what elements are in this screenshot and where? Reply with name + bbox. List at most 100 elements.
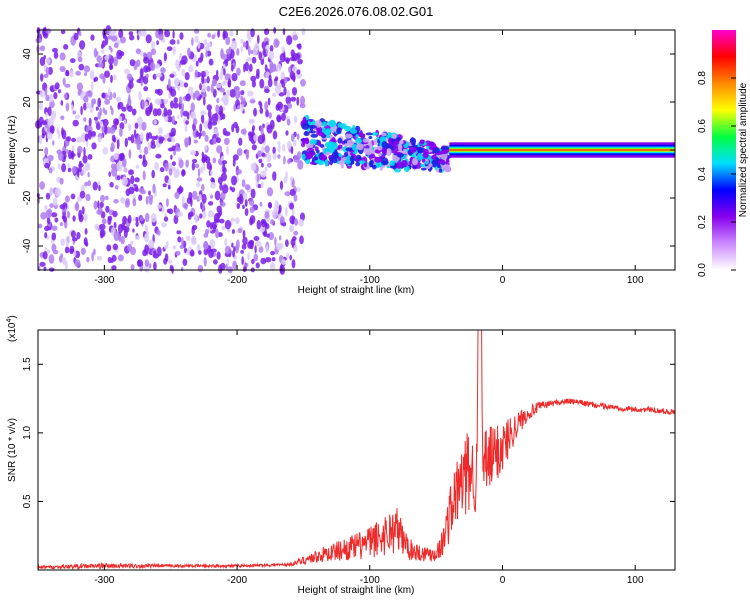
heatmap-cell bbox=[89, 70, 95, 80]
heatmap-cell bbox=[71, 237, 78, 242]
heatmap-cell bbox=[193, 139, 199, 144]
heatmap-cell bbox=[140, 132, 144, 142]
heatmap-cell bbox=[60, 29, 66, 35]
heatmap-cell bbox=[208, 201, 214, 206]
heatmap-cell bbox=[189, 250, 195, 257]
heatmap-cell bbox=[97, 136, 102, 143]
heatmap-cell bbox=[203, 256, 207, 267]
heatmap-cell bbox=[291, 178, 295, 188]
heatmap-cell bbox=[343, 143, 349, 148]
heatmap-cell bbox=[264, 166, 268, 172]
heatmap-cell bbox=[268, 112, 272, 119]
heatmap-cell bbox=[187, 213, 192, 220]
heatmap-cell bbox=[352, 124, 356, 130]
heatmap-cell bbox=[433, 147, 440, 154]
heatmap-cell bbox=[47, 154, 54, 162]
heatmap-cell bbox=[392, 155, 400, 162]
heatmap-cell bbox=[78, 63, 85, 71]
heatmap-cell bbox=[324, 141, 333, 148]
heatmap-cell bbox=[206, 220, 211, 228]
heatmap-cell bbox=[64, 195, 70, 203]
heatmap-cell bbox=[175, 59, 180, 69]
heatmap-cell bbox=[237, 91, 241, 98]
heatmap-cell bbox=[199, 83, 202, 91]
heatmap-cell bbox=[91, 142, 97, 150]
heatmap-cell bbox=[328, 156, 334, 162]
heatmap-cell bbox=[220, 191, 226, 201]
heatmap-cell bbox=[241, 179, 246, 188]
heatmap-cell bbox=[237, 105, 241, 110]
heatmap-cell bbox=[44, 87, 48, 96]
heatmap-cell bbox=[45, 94, 50, 102]
heatmap-cell bbox=[185, 235, 191, 241]
heatmap-cell bbox=[283, 76, 288, 84]
heatmap-cell bbox=[41, 133, 45, 139]
heatmap-cell bbox=[253, 107, 257, 117]
heatmap-cell bbox=[54, 187, 62, 197]
heatmap-cell bbox=[365, 132, 373, 136]
heatmap-cell bbox=[206, 50, 212, 57]
heatmap-cell bbox=[240, 103, 244, 113]
heatmap-cell bbox=[190, 102, 195, 112]
heatmap-cell bbox=[128, 31, 134, 36]
heatmap-cell bbox=[412, 140, 416, 147]
heatmap-cell bbox=[166, 109, 173, 117]
heatmap-cell bbox=[224, 97, 229, 105]
heatmap-cell bbox=[78, 31, 82, 37]
snr-xtick-label: 100 bbox=[627, 575, 644, 586]
heatmap-cell bbox=[250, 188, 256, 199]
heatmap-cell bbox=[132, 198, 137, 207]
heatmap-cell bbox=[123, 167, 128, 173]
heatmap-cell bbox=[160, 67, 166, 74]
heatmap-cell bbox=[201, 184, 205, 192]
heatmap-cell bbox=[164, 162, 169, 172]
heatmap-cell bbox=[253, 236, 260, 241]
heatmap-cell bbox=[221, 53, 228, 60]
heatmap-cell bbox=[51, 243, 57, 252]
heatmap-cell bbox=[44, 204, 48, 211]
heatmap-cell bbox=[324, 158, 329, 167]
heatmap-cell bbox=[113, 74, 117, 81]
heatmap-cell bbox=[149, 102, 153, 113]
spec-ytick-label: -40 bbox=[22, 238, 33, 253]
heatmap-cell bbox=[134, 122, 139, 129]
heatmap-cell bbox=[166, 198, 169, 208]
heatmap-cell bbox=[198, 250, 202, 255]
heatmap-cell bbox=[199, 123, 203, 133]
heatmap-cell bbox=[191, 37, 194, 46]
heatmap-cell bbox=[83, 102, 87, 111]
heatmap-cell bbox=[380, 157, 389, 166]
heatmap-cell bbox=[198, 194, 202, 201]
heatmap-cell bbox=[343, 152, 349, 157]
heatmap-cell bbox=[286, 35, 293, 46]
heatmap-cell bbox=[182, 258, 188, 266]
heatmap-cell bbox=[184, 122, 188, 132]
heatmap-cell bbox=[126, 73, 133, 81]
heatmap-cell bbox=[144, 233, 150, 243]
snr-xtick-label: -100 bbox=[360, 575, 380, 586]
heatmap-cell bbox=[229, 89, 236, 98]
heatmap-cell bbox=[428, 142, 437, 151]
heatmap-region-tone bbox=[449, 142, 675, 158]
heatmap-cell bbox=[132, 228, 135, 233]
heatmap-cell bbox=[240, 45, 243, 53]
heatmap-cell bbox=[111, 166, 118, 177]
heatmap-cell bbox=[95, 106, 99, 111]
heatmap-cell bbox=[249, 99, 256, 104]
heatmap-cell bbox=[94, 223, 99, 231]
heatmap-cell bbox=[91, 252, 94, 262]
snr-xtick-label: 0 bbox=[500, 575, 506, 586]
heatmap-cell bbox=[270, 63, 276, 73]
heatmap-cell bbox=[232, 154, 239, 161]
heatmap-cell bbox=[266, 233, 270, 238]
heatmap-cell bbox=[237, 228, 243, 234]
heatmap-cell bbox=[79, 160, 82, 166]
heatmap-cell bbox=[112, 210, 118, 218]
heatmap-cell bbox=[258, 51, 263, 61]
heatmap-cell bbox=[261, 133, 266, 143]
heatmap-cell bbox=[82, 154, 88, 164]
heatmap-cell bbox=[105, 205, 110, 213]
heatmap-cell bbox=[193, 239, 197, 245]
heatmap-cell bbox=[391, 133, 397, 139]
heatmap-cell bbox=[296, 69, 301, 75]
